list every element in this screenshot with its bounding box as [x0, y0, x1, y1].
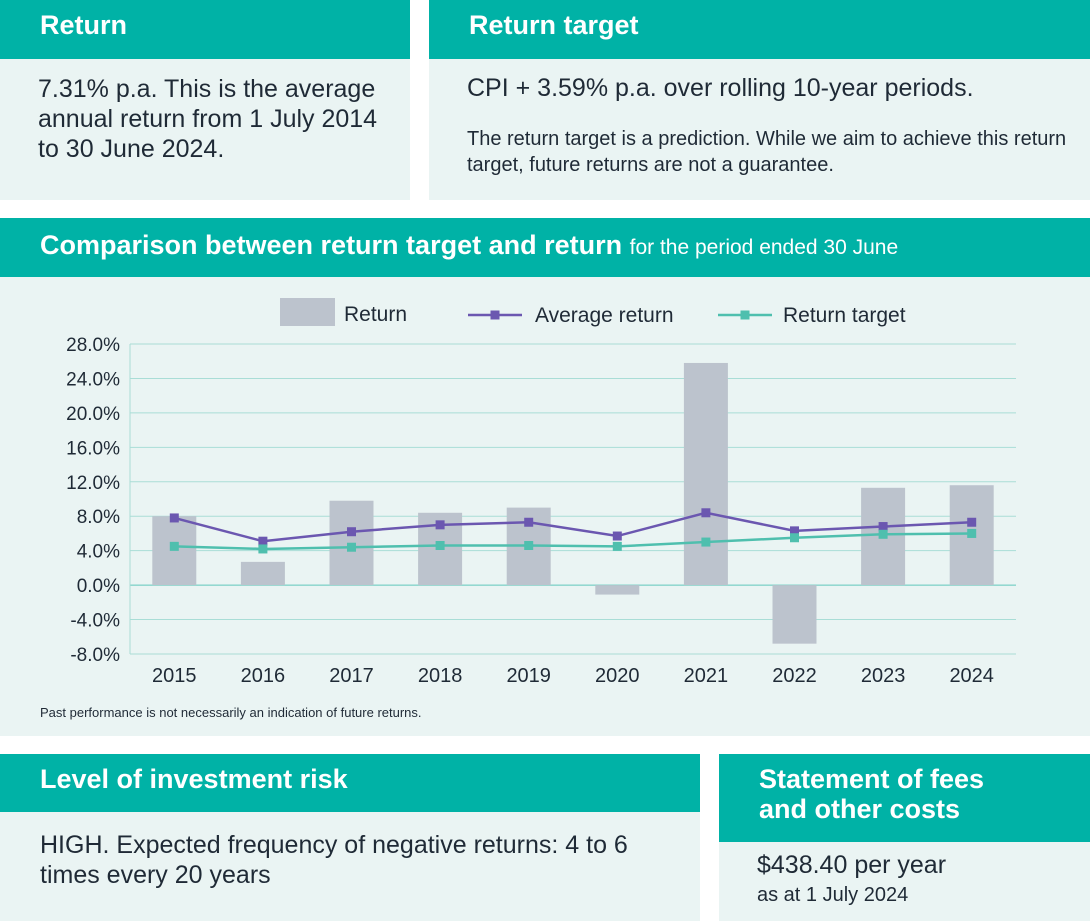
- return-target-marker: [258, 544, 268, 554]
- return-target-marker: [347, 542, 356, 552]
- y-tick-label: -4.0%: [70, 611, 120, 632]
- chart-subtitle: for the period ended 30 June: [629, 236, 899, 259]
- legend-return-swatch: [280, 298, 335, 326]
- return-bars: [152, 362, 994, 644]
- return-title: Return: [0, 0, 410, 59]
- legend-target-label: Return target: [783, 304, 906, 327]
- y-tick-label: 4.0%: [77, 542, 120, 563]
- y-tick-label: 0.0%: [77, 576, 120, 597]
- x-tick-label: 2022: [772, 665, 817, 687]
- fees-title-line2: and other costs: [759, 794, 961, 824]
- investment-risk-title: Level of investment risk: [0, 754, 700, 812]
- average-return-marker: [435, 520, 445, 530]
- investment-risk-panel: Level of investment risk HIGH. Expected …: [0, 754, 700, 921]
- x-tick-label: 2016: [241, 665, 286, 687]
- x-tick-label: 2021: [684, 665, 729, 687]
- legend-target-marker: [740, 310, 750, 320]
- fees-amount: $438.40 per year: [757, 851, 947, 879]
- return-bar: [240, 561, 285, 586]
- average-return-marker: [258, 536, 268, 546]
- legend-average-label: Average return: [535, 304, 674, 327]
- axis-ticks: 28.0% 24.0% 20.0% 16.0% 12.0% 8.0% 4.0% 0.0% -4.…: [66, 335, 994, 687]
- average-return-marker: [790, 526, 799, 536]
- return-target-panel: Return target CPI + 3.59% p.a. over roll…: [429, 0, 1090, 200]
- return-bar: [772, 585, 817, 644]
- return-target-title: Return target: [429, 0, 1090, 59]
- return-text: 7.31% p.a. This is the average annual re…: [38, 75, 378, 163]
- comparison-chart: Return Average return Return target 28.0%2…: [66, 298, 1016, 687]
- y-tick-label: 24.0%: [66, 369, 120, 390]
- average-return-marker: [701, 508, 711, 518]
- chart-grid: [129, 343, 1016, 655]
- y-tick-label: 20.0%: [66, 404, 120, 425]
- average-return-marker: [878, 522, 888, 532]
- y-tick-label: 16.0%: [66, 438, 120, 459]
- investment-risk-text: HIGH. Expected frequency of negative ret…: [40, 831, 628, 889]
- y-tick-label: 28.0%: [66, 335, 120, 356]
- x-tick-label: 2020: [595, 665, 640, 687]
- return-target-text: CPI + 3.59% p.a. over rolling 10-year pe…: [467, 74, 974, 102]
- return-target-marker: [169, 541, 179, 551]
- chart-lines: [169, 508, 977, 554]
- chart-disclaimer: Past performance is not necessarily an i…: [40, 705, 422, 720]
- comparison-chart-panel: Return Average return Return target 28.0% 2…: [0, 218, 1090, 736]
- fees-panel: Statement of fees and other costs $438.4…: [719, 754, 1090, 921]
- x-tick-label: 2019: [506, 665, 551, 687]
- average-return-marker: [524, 517, 534, 527]
- average-return-marker: [169, 513, 179, 523]
- legend-average-marker: [490, 310, 500, 320]
- return-target-note: The return target is a prediction. While…: [467, 128, 1067, 176]
- return-target-marker: [967, 528, 977, 538]
- chart-legend: Return Average return Return target: [280, 298, 906, 327]
- y-tick-label: 8.0%: [77, 507, 120, 528]
- fees-title: Statement of fees and other costs: [719, 754, 1090, 842]
- x-tick-label: 2015: [152, 665, 197, 687]
- return-target-marker: [790, 533, 799, 543]
- average-return-line: [173, 511, 972, 543]
- x-tick-label: 2018: [418, 665, 463, 687]
- return-target-marker: [701, 537, 711, 547]
- x-tick-label: 2023: [861, 665, 906, 687]
- legend-return-label: Return: [344, 303, 407, 326]
- return-target-marker: [878, 529, 888, 539]
- return-panel: Return 7.31% p.a. This is the average an…: [0, 0, 410, 200]
- average-return-marker: [347, 527, 356, 537]
- fees-title-line1: Statement of fees: [759, 764, 985, 794]
- return-target-marker: [612, 541, 622, 551]
- return-target-line: [174, 532, 972, 551]
- x-tick-label: 2024: [949, 665, 994, 687]
- y-tick-label: -8.0%: [70, 645, 120, 666]
- return-target-marker: [435, 541, 445, 550]
- x-tick-label: 2017: [329, 665, 374, 687]
- return-bar: [683, 362, 728, 586]
- return-bar: [595, 585, 640, 595]
- chart-title: Comparison between return target and ret…: [0, 218, 1090, 277]
- fees-date: as at 1 July 2024: [757, 884, 909, 906]
- average-return-marker: [967, 517, 977, 527]
- return-target-marker: [524, 541, 534, 550]
- y-tick-label: 12.0%: [66, 473, 120, 494]
- average-return-marker: [612, 531, 622, 541]
- chart-title-main: Comparison between return target and ret…: [40, 230, 623, 260]
